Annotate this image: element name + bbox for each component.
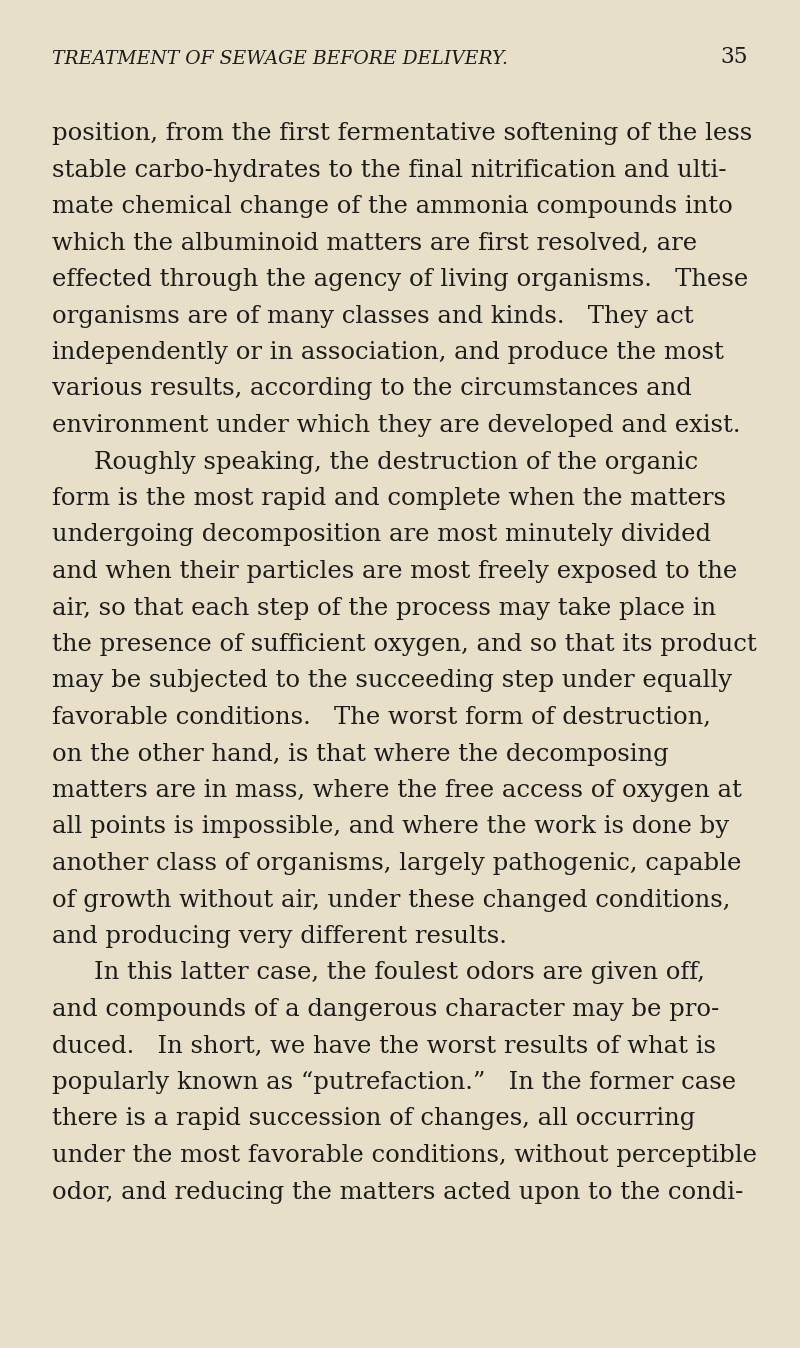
Text: under the most favorable conditions, without perceptible: under the most favorable conditions, wit… bbox=[52, 1144, 757, 1167]
Text: undergoing decomposition are most minutely divided: undergoing decomposition are most minute… bbox=[52, 523, 711, 546]
Text: stable carbo-hydrates to the final nitrification and ulti-: stable carbo-hydrates to the final nitri… bbox=[52, 159, 726, 182]
Text: various results, according to the circumstances and: various results, according to the circum… bbox=[52, 377, 692, 400]
Text: duced.   In short, we have the worst results of what is: duced. In short, we have the worst resul… bbox=[52, 1034, 716, 1057]
Text: all points is impossible, and where the work is done by: all points is impossible, and where the … bbox=[52, 816, 729, 838]
Text: the presence of sufficient oxygen, and so that its product: the presence of sufficient oxygen, and s… bbox=[52, 634, 757, 656]
Text: Roughly speaking, the destruction of the organic: Roughly speaking, the destruction of the… bbox=[94, 450, 698, 473]
Text: of growth without air, under these changed conditions,: of growth without air, under these chang… bbox=[52, 888, 730, 911]
Text: and producing very different results.: and producing very different results. bbox=[52, 925, 507, 948]
Text: favorable conditions.   The worst form of destruction,: favorable conditions. The worst form of … bbox=[52, 706, 711, 729]
Text: matters are in mass, where the free access of oxygen at: matters are in mass, where the free acce… bbox=[52, 779, 742, 802]
Text: and compounds of a dangerous character may be pro-: and compounds of a dangerous character m… bbox=[52, 998, 719, 1020]
Text: air, so that each step of the process may take place in: air, so that each step of the process ma… bbox=[52, 597, 716, 620]
Text: popularly known as “putrefaction.”   In the former case: popularly known as “putrefaction.” In th… bbox=[52, 1072, 736, 1095]
Text: which the albuminoid matters are first resolved, are: which the albuminoid matters are first r… bbox=[52, 232, 697, 255]
Text: In this latter case, the foulest odors are given off,: In this latter case, the foulest odors a… bbox=[94, 961, 705, 984]
Text: environment under which they are developed and exist.: environment under which they are develop… bbox=[52, 414, 741, 437]
Text: may be subjected to the succeeding step under equally: may be subjected to the succeeding step … bbox=[52, 670, 732, 693]
Text: effected through the agency of living organisms.   These: effected through the agency of living or… bbox=[52, 268, 748, 291]
Text: organisms are of many classes and kinds.   They act: organisms are of many classes and kinds.… bbox=[52, 305, 694, 328]
Text: mate chemical change of the ammonia compounds into: mate chemical change of the ammonia comp… bbox=[52, 195, 733, 218]
Text: independently or in association, and produce the most: independently or in association, and pro… bbox=[52, 341, 724, 364]
Text: TREATMENT OF SEWAGE BEFORE DELIVERY.: TREATMENT OF SEWAGE BEFORE DELIVERY. bbox=[52, 50, 508, 67]
Text: position, from the first fermentative softening of the less: position, from the first fermentative so… bbox=[52, 123, 752, 146]
Text: form is the most rapid and complete when the matters: form is the most rapid and complete when… bbox=[52, 487, 726, 510]
Text: 35: 35 bbox=[721, 46, 748, 67]
Text: odor, and reducing the matters acted upon to the condi-: odor, and reducing the matters acted upo… bbox=[52, 1181, 743, 1204]
Text: there is a rapid succession of changes, all occurring: there is a rapid succession of changes, … bbox=[52, 1108, 695, 1131]
Text: another class of organisms, largely pathogenic, capable: another class of organisms, largely path… bbox=[52, 852, 742, 875]
Text: and when their particles are most freely exposed to the: and when their particles are most freely… bbox=[52, 559, 738, 582]
Text: on the other hand, is that where the decomposing: on the other hand, is that where the dec… bbox=[52, 743, 669, 766]
